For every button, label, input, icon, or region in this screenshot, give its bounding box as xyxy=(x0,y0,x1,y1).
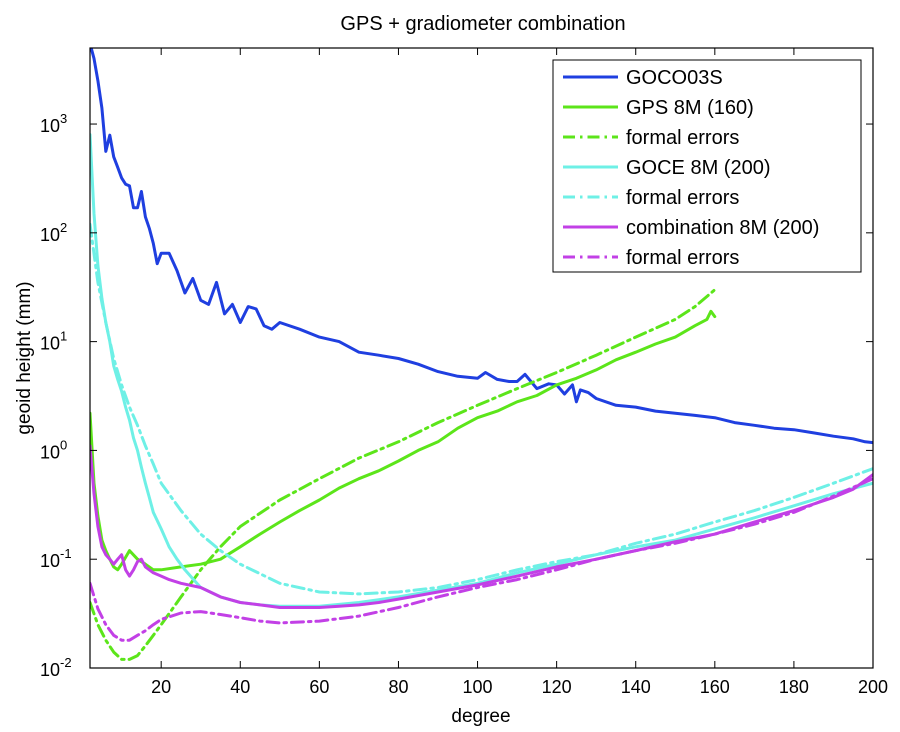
x-tick-label: 80 xyxy=(388,677,408,697)
x-tick-label: 40 xyxy=(230,677,250,697)
x-tick-label: 100 xyxy=(463,677,493,697)
y-axis-label: geoid height (mm) xyxy=(14,281,35,434)
series-line-2 xyxy=(90,288,717,661)
y-tick-exponent: 3 xyxy=(60,111,67,126)
legend-label-0: GOCO03S xyxy=(626,67,723,89)
y-tick-base: 10 xyxy=(40,116,60,136)
legend: GOCO03S GPS 8M (160) formal errors GOCE 8M … xyxy=(552,59,862,273)
y-tick-base: 10 xyxy=(40,551,60,571)
y-tick-label: 103 xyxy=(40,111,67,136)
x-tick-label: 60 xyxy=(309,677,329,697)
y-tick-base: 10 xyxy=(40,334,60,354)
x-tick-label: 180 xyxy=(779,677,809,697)
x-tick-label: 120 xyxy=(542,677,572,697)
y-tick-exponent: -2 xyxy=(60,655,72,670)
legend-label-4: formal errors xyxy=(626,187,739,209)
x-axis-label: degree xyxy=(451,706,510,727)
legend-label-2: formal errors xyxy=(626,127,739,149)
y-tick-label: 102 xyxy=(40,220,67,245)
y-tick-exponent: 2 xyxy=(60,220,67,235)
y-tick-label: 101 xyxy=(40,329,67,354)
tick-layer: 20 40 60 80 100 120 140 160 180 20010-210-1100101… xyxy=(40,48,888,697)
y-tick-exponent: 1 xyxy=(60,329,67,344)
y-tick-exponent: 0 xyxy=(60,437,67,452)
series-line-0 xyxy=(90,48,873,445)
x-tick-label: 20 xyxy=(151,677,171,697)
y-tick-base: 10 xyxy=(40,660,60,680)
y-tick-label: 10-1 xyxy=(40,546,72,571)
x-tick-label: 200 xyxy=(858,677,888,697)
y-tick-exponent: -1 xyxy=(60,546,72,561)
x-tick-label: 160 xyxy=(700,677,730,697)
series-line-1 xyxy=(90,309,717,572)
legend-label-5: combination 8M (200) xyxy=(626,217,819,239)
y-tick-label: 100 xyxy=(40,437,67,462)
legend-label-1: GPS 8M (160) xyxy=(626,97,754,119)
y-tick-base: 10 xyxy=(40,442,60,462)
plot-frame xyxy=(89,47,874,669)
y-tick-base: 10 xyxy=(40,225,60,245)
chart-title: GPS + gradiometer combination xyxy=(340,13,625,35)
series-layer xyxy=(90,48,873,661)
series-line-4 xyxy=(90,222,873,596)
series-line-6 xyxy=(90,477,873,642)
x-tick-label: 140 xyxy=(621,677,651,697)
y-tick-label: 10-2 xyxy=(40,655,72,680)
legend-label-3: GOCE 8M (200) xyxy=(626,157,770,179)
legend-label-6: formal errors xyxy=(626,247,739,269)
series-line-3 xyxy=(90,133,873,608)
